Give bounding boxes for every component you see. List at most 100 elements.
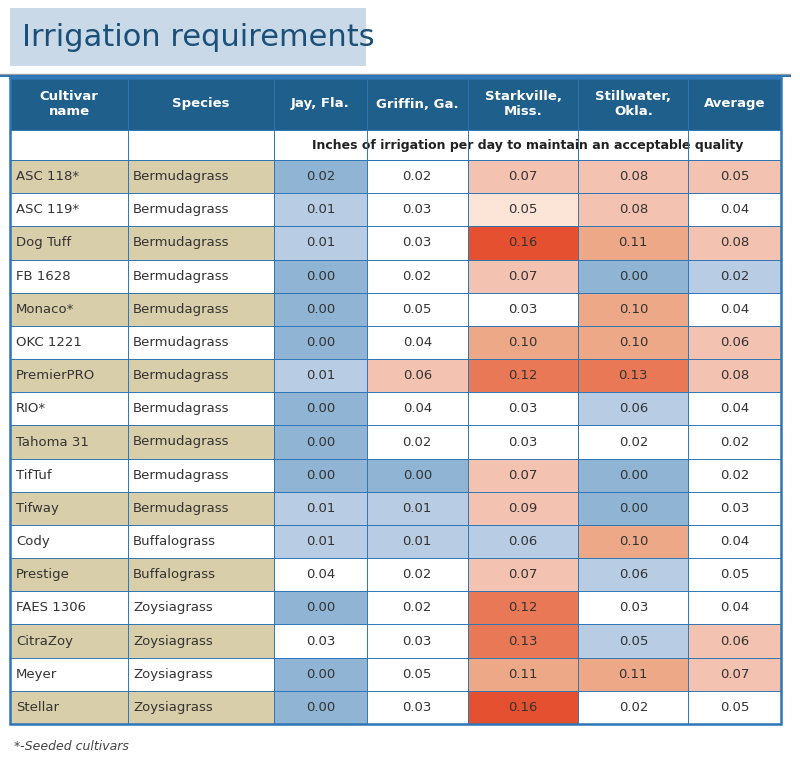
Bar xyxy=(274,130,781,160)
Bar xyxy=(10,8,366,66)
Text: Buffalograss: Buffalograss xyxy=(133,568,216,581)
Text: 0.02: 0.02 xyxy=(720,435,750,448)
Bar xyxy=(578,160,689,193)
Bar xyxy=(128,591,274,624)
Bar xyxy=(274,193,366,226)
Text: Jay, Fla.: Jay, Fla. xyxy=(291,98,350,111)
Bar xyxy=(578,293,689,326)
Bar xyxy=(578,491,689,525)
Text: 0.10: 0.10 xyxy=(618,535,648,548)
Bar xyxy=(468,691,578,724)
Bar xyxy=(578,193,689,226)
Bar xyxy=(366,326,468,359)
Bar xyxy=(128,193,274,226)
Bar xyxy=(274,624,366,657)
Bar xyxy=(274,525,366,558)
Bar xyxy=(468,624,578,657)
Bar xyxy=(578,525,689,558)
Bar xyxy=(274,293,366,326)
Text: TifTuf: TifTuf xyxy=(16,468,51,481)
Text: Irrigation requirements: Irrigation requirements xyxy=(22,22,374,52)
Text: Bermudagrass: Bermudagrass xyxy=(133,236,230,249)
Text: 0.00: 0.00 xyxy=(306,336,335,349)
Text: 0.04: 0.04 xyxy=(306,568,335,581)
Bar xyxy=(689,657,781,691)
Text: Dog Tuff: Dog Tuff xyxy=(16,236,71,249)
Bar xyxy=(578,458,689,491)
Text: 0.00: 0.00 xyxy=(306,601,335,614)
Text: 0.06: 0.06 xyxy=(618,402,648,415)
Bar xyxy=(689,293,781,326)
Bar xyxy=(128,226,274,259)
Text: 0.00: 0.00 xyxy=(402,468,432,481)
Bar xyxy=(468,259,578,293)
Bar xyxy=(128,160,274,193)
Text: 0.01: 0.01 xyxy=(306,236,335,249)
Text: Bermudagrass: Bermudagrass xyxy=(133,468,230,481)
Text: 0.03: 0.03 xyxy=(402,634,432,647)
Bar xyxy=(689,193,781,226)
Bar xyxy=(468,226,578,259)
Bar xyxy=(366,525,468,558)
Bar xyxy=(366,491,468,525)
Text: 0.04: 0.04 xyxy=(720,203,750,216)
Text: OKC 1221: OKC 1221 xyxy=(16,336,82,349)
Text: 0.00: 0.00 xyxy=(306,270,335,283)
Text: 0.00: 0.00 xyxy=(618,502,648,515)
Text: 0.00: 0.00 xyxy=(306,402,335,415)
Bar xyxy=(10,425,128,458)
Text: 0.02: 0.02 xyxy=(720,468,750,481)
Bar xyxy=(468,392,578,425)
Bar xyxy=(274,691,366,724)
Bar xyxy=(468,458,578,491)
Text: 0.05: 0.05 xyxy=(402,667,432,681)
Text: PremierPRO: PremierPRO xyxy=(16,369,95,382)
Bar xyxy=(274,326,366,359)
Text: 0.02: 0.02 xyxy=(402,170,432,183)
Text: FAES 1306: FAES 1306 xyxy=(16,601,86,614)
Bar xyxy=(274,392,366,425)
Text: 0.03: 0.03 xyxy=(402,203,432,216)
Bar xyxy=(578,259,689,293)
Text: 0.05: 0.05 xyxy=(618,634,648,647)
Text: 0.12: 0.12 xyxy=(508,369,538,382)
Bar xyxy=(578,359,689,392)
Bar xyxy=(274,160,366,193)
Bar xyxy=(10,591,128,624)
Bar xyxy=(10,78,128,130)
Bar xyxy=(366,425,468,458)
Text: 0.01: 0.01 xyxy=(306,203,335,216)
Text: Bermudagrass: Bermudagrass xyxy=(133,270,230,283)
Text: 0.06: 0.06 xyxy=(720,634,750,647)
Bar xyxy=(366,392,468,425)
Text: Zoysiagrass: Zoysiagrass xyxy=(133,667,213,681)
Text: 0.04: 0.04 xyxy=(720,535,750,548)
Text: 0.02: 0.02 xyxy=(306,170,335,183)
Bar xyxy=(689,160,781,193)
Bar xyxy=(366,591,468,624)
Text: Griffin, Ga.: Griffin, Ga. xyxy=(376,98,458,111)
Bar xyxy=(468,525,578,558)
Text: 0.03: 0.03 xyxy=(508,435,538,448)
Bar xyxy=(689,558,781,591)
Text: 0.16: 0.16 xyxy=(508,701,538,714)
Text: 0.03: 0.03 xyxy=(508,402,538,415)
Text: 0.08: 0.08 xyxy=(618,170,648,183)
Text: Bermudagrass: Bermudagrass xyxy=(133,402,230,415)
Text: 0.03: 0.03 xyxy=(402,236,432,249)
Bar xyxy=(128,78,274,130)
Bar xyxy=(689,491,781,525)
Text: 0.08: 0.08 xyxy=(720,369,750,382)
Bar xyxy=(10,525,128,558)
Bar xyxy=(10,326,128,359)
Bar xyxy=(468,326,578,359)
Bar xyxy=(689,425,781,458)
Bar xyxy=(468,657,578,691)
Text: Meyer: Meyer xyxy=(16,667,57,681)
Bar xyxy=(10,293,128,326)
Text: 0.08: 0.08 xyxy=(618,203,648,216)
Bar xyxy=(366,458,468,491)
Text: Cody: Cody xyxy=(16,535,50,548)
Text: 0.03: 0.03 xyxy=(306,634,335,647)
Bar xyxy=(128,525,274,558)
